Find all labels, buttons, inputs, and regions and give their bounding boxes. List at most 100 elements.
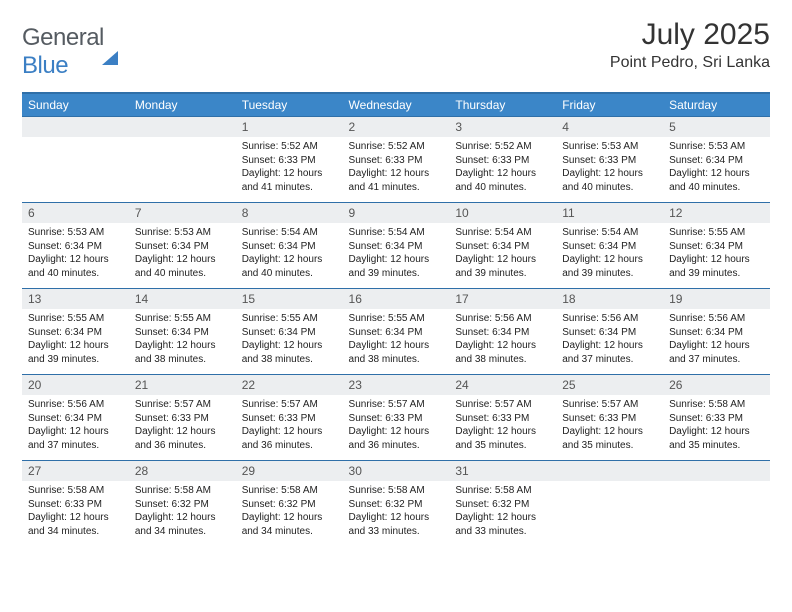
day-details: Sunrise: 5:57 AMSunset: 6:33 PMDaylight:… [449, 395, 556, 456]
day-details: Sunrise: 5:56 AMSunset: 6:34 PMDaylight:… [556, 309, 663, 370]
day-number: 12 [663, 203, 770, 223]
calendar-empty-cell [556, 461, 663, 547]
day-details: Sunrise: 5:57 AMSunset: 6:33 PMDaylight:… [236, 395, 343, 456]
day-number: 29 [236, 461, 343, 481]
day-number: 28 [129, 461, 236, 481]
logo-triangle-icon [102, 24, 118, 65]
calendar-day-cell: 15Sunrise: 5:55 AMSunset: 6:34 PMDayligh… [236, 289, 343, 375]
day-details: Sunrise: 5:56 AMSunset: 6:34 PMDaylight:… [663, 309, 770, 370]
logo-word-1: General [22, 24, 104, 51]
day-details: Sunrise: 5:57 AMSunset: 6:33 PMDaylight:… [556, 395, 663, 456]
title-block: July 2025 Point Pedro, Sri Lanka [610, 18, 770, 72]
calendar-day-cell: 29Sunrise: 5:58 AMSunset: 6:32 PMDayligh… [236, 461, 343, 547]
calendar-day-cell: 19Sunrise: 5:56 AMSunset: 6:34 PMDayligh… [663, 289, 770, 375]
calendar-day-cell: 28Sunrise: 5:58 AMSunset: 6:32 PMDayligh… [129, 461, 236, 547]
empty-day-number [129, 117, 236, 137]
day-number: 9 [343, 203, 450, 223]
calendar-day-cell: 25Sunrise: 5:57 AMSunset: 6:33 PMDayligh… [556, 375, 663, 461]
day-number: 11 [556, 203, 663, 223]
day-details: Sunrise: 5:57 AMSunset: 6:33 PMDaylight:… [129, 395, 236, 456]
calendar-day-cell: 23Sunrise: 5:57 AMSunset: 6:33 PMDayligh… [343, 375, 450, 461]
calendar-day-cell: 6Sunrise: 5:53 AMSunset: 6:34 PMDaylight… [22, 203, 129, 289]
calendar-day-cell: 22Sunrise: 5:57 AMSunset: 6:33 PMDayligh… [236, 375, 343, 461]
calendar-table: SundayMondayTuesdayWednesdayThursdayFrid… [22, 92, 770, 547]
calendar-empty-cell [663, 461, 770, 547]
day-number: 10 [449, 203, 556, 223]
calendar-day-cell: 9Sunrise: 5:54 AMSunset: 6:34 PMDaylight… [343, 203, 450, 289]
calendar-day-cell: 26Sunrise: 5:58 AMSunset: 6:33 PMDayligh… [663, 375, 770, 461]
location-subtitle: Point Pedro, Sri Lanka [610, 54, 770, 72]
day-number: 1 [236, 117, 343, 137]
day-of-week-header: Saturday [663, 93, 770, 117]
day-details: Sunrise: 5:58 AMSunset: 6:33 PMDaylight:… [663, 395, 770, 456]
day-number: 17 [449, 289, 556, 309]
day-details: Sunrise: 5:53 AMSunset: 6:34 PMDaylight:… [22, 223, 129, 284]
day-number: 20 [22, 375, 129, 395]
day-details: Sunrise: 5:53 AMSunset: 6:33 PMDaylight:… [556, 137, 663, 198]
day-details: Sunrise: 5:58 AMSunset: 6:33 PMDaylight:… [22, 481, 129, 542]
empty-day-number [22, 117, 129, 137]
day-number: 2 [343, 117, 450, 137]
day-of-week-header: Friday [556, 93, 663, 117]
calendar-day-cell: 20Sunrise: 5:56 AMSunset: 6:34 PMDayligh… [22, 375, 129, 461]
day-number: 27 [22, 461, 129, 481]
day-number: 6 [22, 203, 129, 223]
day-number: 4 [556, 117, 663, 137]
calendar-day-cell: 5Sunrise: 5:53 AMSunset: 6:34 PMDaylight… [663, 117, 770, 203]
day-details: Sunrise: 5:55 AMSunset: 6:34 PMDaylight:… [236, 309, 343, 370]
calendar-day-cell: 13Sunrise: 5:55 AMSunset: 6:34 PMDayligh… [22, 289, 129, 375]
calendar-day-cell: 12Sunrise: 5:55 AMSunset: 6:34 PMDayligh… [663, 203, 770, 289]
calendar-day-cell: 31Sunrise: 5:58 AMSunset: 6:32 PMDayligh… [449, 461, 556, 547]
calendar-day-cell: 8Sunrise: 5:54 AMSunset: 6:34 PMDaylight… [236, 203, 343, 289]
day-details: Sunrise: 5:55 AMSunset: 6:34 PMDaylight:… [129, 309, 236, 370]
calendar-day-cell: 18Sunrise: 5:56 AMSunset: 6:34 PMDayligh… [556, 289, 663, 375]
calendar-day-cell: 14Sunrise: 5:55 AMSunset: 6:34 PMDayligh… [129, 289, 236, 375]
calendar-day-cell: 17Sunrise: 5:56 AMSunset: 6:34 PMDayligh… [449, 289, 556, 375]
day-of-week-header: Monday [129, 93, 236, 117]
day-details: Sunrise: 5:55 AMSunset: 6:34 PMDaylight:… [22, 309, 129, 370]
calendar-day-cell: 1Sunrise: 5:52 AMSunset: 6:33 PMDaylight… [236, 117, 343, 203]
calendar-body: SundayMondayTuesdayWednesdayThursdayFrid… [22, 93, 770, 547]
day-details: Sunrise: 5:58 AMSunset: 6:32 PMDaylight:… [236, 481, 343, 542]
day-details: Sunrise: 5:53 AMSunset: 6:34 PMDaylight:… [663, 137, 770, 198]
calendar-week-row: 27Sunrise: 5:58 AMSunset: 6:33 PMDayligh… [22, 461, 770, 547]
day-details: Sunrise: 5:58 AMSunset: 6:32 PMDaylight:… [129, 481, 236, 542]
day-number: 13 [22, 289, 129, 309]
day-number: 21 [129, 375, 236, 395]
calendar-empty-cell [129, 117, 236, 203]
day-number: 22 [236, 375, 343, 395]
day-number: 18 [556, 289, 663, 309]
day-details: Sunrise: 5:58 AMSunset: 6:32 PMDaylight:… [343, 481, 450, 542]
day-of-week-row: SundayMondayTuesdayWednesdayThursdayFrid… [22, 93, 770, 117]
day-details: Sunrise: 5:53 AMSunset: 6:34 PMDaylight:… [129, 223, 236, 284]
day-details: Sunrise: 5:52 AMSunset: 6:33 PMDaylight:… [236, 137, 343, 198]
calendar-day-cell: 21Sunrise: 5:57 AMSunset: 6:33 PMDayligh… [129, 375, 236, 461]
day-number: 30 [343, 461, 450, 481]
day-number: 31 [449, 461, 556, 481]
day-number: 15 [236, 289, 343, 309]
day-details: Sunrise: 5:54 AMSunset: 6:34 PMDaylight:… [236, 223, 343, 284]
day-of-week-header: Tuesday [236, 93, 343, 117]
day-details: Sunrise: 5:52 AMSunset: 6:33 PMDaylight:… [449, 137, 556, 198]
calendar-day-cell: 7Sunrise: 5:53 AMSunset: 6:34 PMDaylight… [129, 203, 236, 289]
day-number: 3 [449, 117, 556, 137]
calendar-day-cell: 4Sunrise: 5:53 AMSunset: 6:33 PMDaylight… [556, 117, 663, 203]
calendar-day-cell: 24Sunrise: 5:57 AMSunset: 6:33 PMDayligh… [449, 375, 556, 461]
calendar-page: General Blue July 2025 Point Pedro, Sri … [0, 0, 792, 565]
day-details: Sunrise: 5:54 AMSunset: 6:34 PMDaylight:… [556, 223, 663, 284]
logo: General Blue [22, 18, 118, 80]
day-details: Sunrise: 5:52 AMSunset: 6:33 PMDaylight:… [343, 137, 450, 198]
calendar-empty-cell [22, 117, 129, 203]
calendar-week-row: 20Sunrise: 5:56 AMSunset: 6:34 PMDayligh… [22, 375, 770, 461]
day-details: Sunrise: 5:54 AMSunset: 6:34 PMDaylight:… [343, 223, 450, 284]
day-of-week-header: Thursday [449, 93, 556, 117]
page-header: General Blue July 2025 Point Pedro, Sri … [22, 18, 770, 80]
day-details: Sunrise: 5:58 AMSunset: 6:32 PMDaylight:… [449, 481, 556, 542]
calendar-week-row: 13Sunrise: 5:55 AMSunset: 6:34 PMDayligh… [22, 289, 770, 375]
empty-day-number [663, 461, 770, 481]
calendar-day-cell: 3Sunrise: 5:52 AMSunset: 6:33 PMDaylight… [449, 117, 556, 203]
day-number: 24 [449, 375, 556, 395]
empty-day-number [556, 461, 663, 481]
day-number: 16 [343, 289, 450, 309]
calendar-week-row: 1Sunrise: 5:52 AMSunset: 6:33 PMDaylight… [22, 117, 770, 203]
